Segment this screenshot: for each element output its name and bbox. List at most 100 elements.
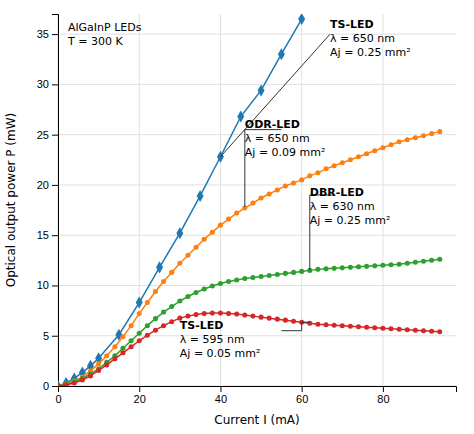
annotation: Aj = 0.05 mm² [180, 347, 261, 360]
grid-line-x [139, 14, 140, 386]
y-tick: 20 [37, 179, 58, 191]
point [210, 311, 215, 316]
grid-line-y [58, 285, 456, 286]
point [356, 154, 361, 159]
point [332, 323, 337, 328]
point [267, 316, 272, 321]
point [234, 211, 239, 216]
point [388, 142, 393, 147]
point [185, 253, 190, 258]
point [340, 265, 345, 270]
point [218, 223, 223, 228]
point [218, 281, 223, 286]
point [380, 263, 385, 268]
point [259, 274, 264, 279]
point [145, 333, 150, 338]
y-tick-label: 5 [43, 330, 49, 342]
point [129, 338, 134, 343]
point [218, 311, 223, 316]
y-tick-mark [52, 84, 58, 85]
y-tick: 10 [37, 279, 58, 291]
point [315, 267, 320, 272]
point [120, 350, 125, 355]
point [298, 14, 305, 25]
annotation: TS-LED [180, 319, 224, 332]
point [120, 334, 125, 339]
point [275, 187, 280, 192]
point [169, 304, 174, 309]
point [405, 261, 410, 266]
point [58, 383, 61, 386]
point [153, 289, 158, 294]
point [283, 318, 288, 323]
point [437, 329, 442, 334]
point [421, 133, 426, 138]
point [348, 265, 353, 270]
point [380, 145, 385, 150]
point [356, 324, 361, 329]
point [259, 195, 264, 200]
point [202, 237, 207, 242]
point [226, 217, 231, 222]
point [421, 259, 426, 264]
point [429, 329, 434, 334]
point [348, 324, 353, 329]
y-tick: 5 [43, 330, 58, 342]
y-tick-label: 0 [43, 380, 49, 392]
series-line [58, 313, 440, 386]
y-tick: 30 [37, 78, 58, 90]
point [137, 311, 142, 316]
point [388, 326, 393, 331]
point [104, 353, 109, 358]
point [340, 160, 345, 165]
point [202, 311, 207, 316]
point [397, 139, 402, 144]
y-tick-mark [52, 34, 58, 35]
x-tick: 80 [377, 386, 389, 405]
point [429, 258, 434, 263]
x-tick: 40 [215, 386, 227, 405]
annotation: Aj = 0.25 mm² [310, 214, 391, 227]
y-tick-mark [52, 135, 58, 136]
grid-line-y [58, 184, 456, 185]
x-tick-mark [383, 386, 384, 392]
point [356, 264, 361, 269]
point [324, 166, 329, 171]
point [250, 314, 255, 319]
point [437, 257, 442, 262]
y-tick-mark [52, 185, 58, 186]
point [161, 310, 166, 315]
annotation: λ = 595 nm [180, 333, 245, 346]
x-axis-title: Current I (mA) [214, 413, 300, 427]
point [250, 200, 255, 205]
point [177, 261, 182, 266]
point [340, 323, 345, 328]
series-group [58, 14, 442, 386]
y-axis: 05101520253035 [37, 15, 59, 393]
y-tick-label: 25 [37, 129, 49, 141]
point [332, 266, 337, 271]
point [226, 279, 231, 284]
point [104, 362, 109, 367]
point [64, 382, 69, 386]
point [397, 327, 402, 332]
x-tick: 0 [55, 386, 61, 405]
point [299, 177, 304, 182]
point [372, 148, 377, 153]
point [58, 383, 61, 386]
point [283, 183, 288, 188]
point [210, 230, 215, 235]
point [291, 180, 296, 185]
point [307, 321, 312, 326]
point [96, 361, 101, 366]
point [202, 286, 207, 291]
point [64, 382, 69, 386]
point [324, 266, 329, 271]
point [413, 328, 418, 333]
x-tick-mark [220, 386, 221, 392]
leader-line [302, 322, 310, 323]
point [291, 319, 296, 324]
point [258, 84, 265, 96]
y-tick-label: 15 [37, 229, 49, 241]
point [437, 129, 442, 134]
